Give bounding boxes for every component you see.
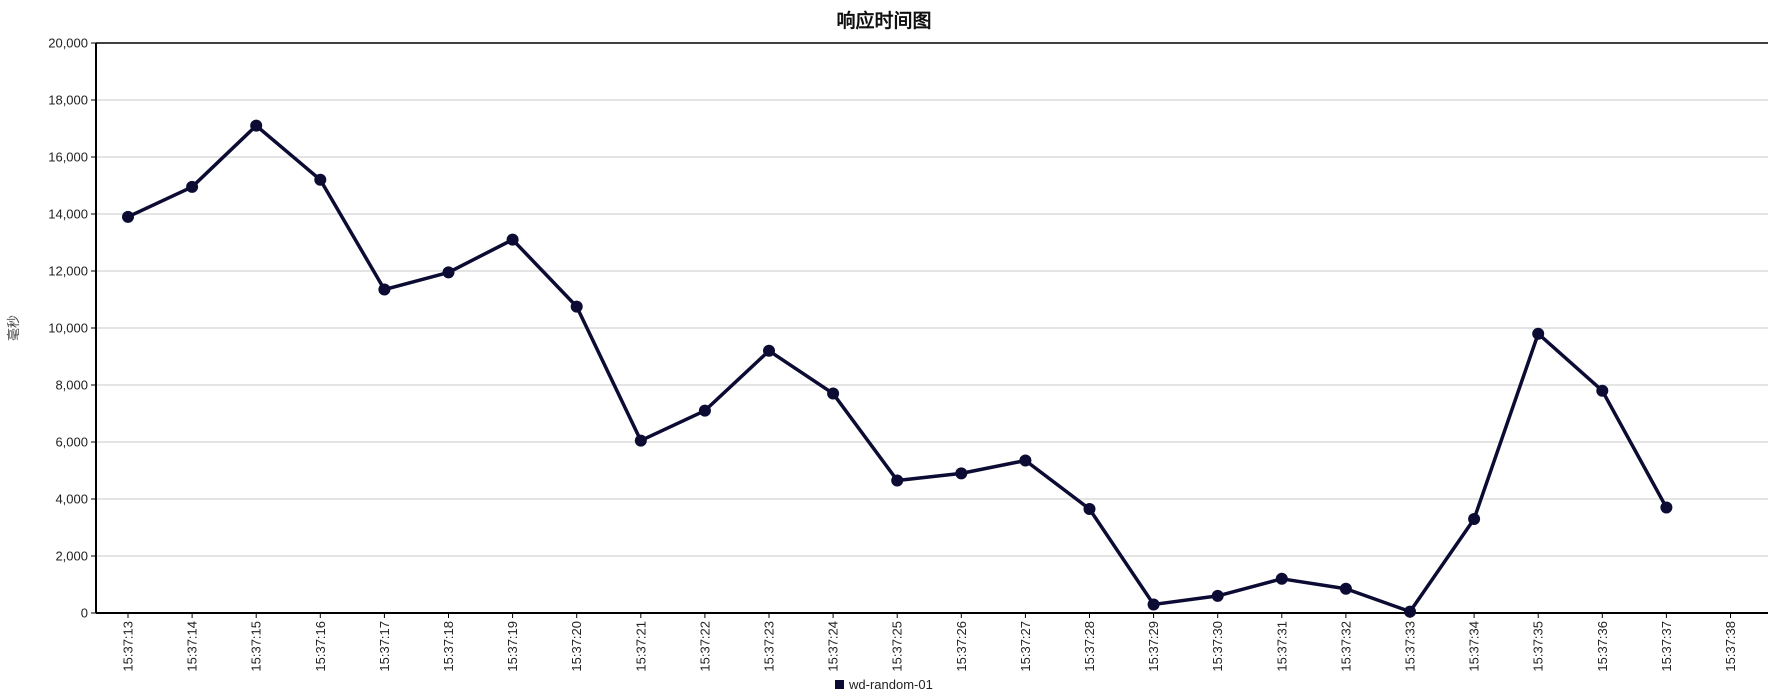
x-tick-label: 15:37:13 <box>121 621 136 672</box>
data-point <box>1532 327 1545 340</box>
data-point <box>698 404 711 417</box>
y-tick-label: 16,000 <box>48 150 88 165</box>
data-point <box>250 119 263 132</box>
legend-label: wd-random-01 <box>848 677 933 692</box>
data-point <box>186 180 199 193</box>
data-point <box>1275 572 1288 585</box>
chart-title: 响应时间图 <box>836 11 932 32</box>
x-tick-label: 15:37:15 <box>249 621 264 672</box>
x-tick-label: 15:37:25 <box>890 621 905 672</box>
data-point <box>763 344 775 357</box>
x-tick-label: 15:37:20 <box>569 621 584 672</box>
x-tick-label: 15:37:37 <box>1659 621 1674 672</box>
x-tick-label: 15:37:36 <box>1595 621 1610 672</box>
x-tick-label: 15:37:27 <box>1018 621 1033 672</box>
x-tick-label: 15:37:34 <box>1467 621 1482 672</box>
data-point <box>1211 589 1224 602</box>
x-tick-label: 15:37:24 <box>826 621 841 672</box>
data-point <box>891 474 904 487</box>
x-tick-label: 15:37:16 <box>313 621 328 672</box>
y-tick-label: 18,000 <box>48 93 88 108</box>
x-tick-label: 15:37:30 <box>1210 621 1225 672</box>
x-tick-label: 15:37:22 <box>697 621 712 672</box>
data-point <box>1083 502 1096 515</box>
data-point <box>1596 384 1609 397</box>
y-axis-label: 毫秒 <box>6 315 21 341</box>
x-tick-label: 15:37:23 <box>762 621 777 672</box>
data-point <box>1660 501 1673 514</box>
x-tick-label: 15:37:33 <box>1403 621 1418 672</box>
data-point <box>1468 512 1481 525</box>
data-point <box>1404 605 1416 618</box>
y-tick-label: 20,000 <box>48 36 88 51</box>
data-point <box>442 266 455 279</box>
data-point <box>1147 598 1160 611</box>
data-point <box>1339 582 1352 595</box>
y-tick-label: 2,000 <box>55 549 88 564</box>
x-tick-label: 15:37:19 <box>505 621 520 672</box>
data-point <box>955 467 968 480</box>
data-point <box>506 233 519 246</box>
x-tick-label: 15:37:31 <box>1274 621 1289 672</box>
data-point <box>314 173 327 186</box>
data-point <box>634 434 647 447</box>
x-tick-label: 15:37:32 <box>1338 621 1353 672</box>
x-tick-label: 15:37:18 <box>441 621 456 672</box>
data-point <box>378 283 391 296</box>
x-tick-label: 15:37:38 <box>1723 621 1738 672</box>
y-tick-label: 8,000 <box>55 378 88 393</box>
y-tick-label: 12,000 <box>48 264 88 279</box>
legend-swatch <box>835 680 844 689</box>
series-line <box>127 123 1668 614</box>
data-point <box>122 210 134 223</box>
x-tick-label: 15:37:26 <box>954 621 969 672</box>
y-tick-label: 10,000 <box>48 321 88 336</box>
y-tick-label: 6,000 <box>55 435 88 450</box>
x-tick-label: 15:37:28 <box>1082 621 1097 672</box>
data-point <box>827 387 840 400</box>
x-tick-label: 15:37:35 <box>1531 621 1546 672</box>
y-tick-label: 14,000 <box>48 207 88 222</box>
y-tick-label: 0 <box>81 606 88 621</box>
data-point <box>1019 454 1032 467</box>
x-tick-label: 15:37:17 <box>377 621 392 672</box>
y-tick-label: 4,000 <box>55 492 88 507</box>
x-tick-label: 15:37:21 <box>633 621 648 672</box>
x-tick-label: 15:37:29 <box>1146 621 1161 672</box>
data-point <box>570 300 583 313</box>
x-tick-label: 15:37:14 <box>185 621 200 672</box>
